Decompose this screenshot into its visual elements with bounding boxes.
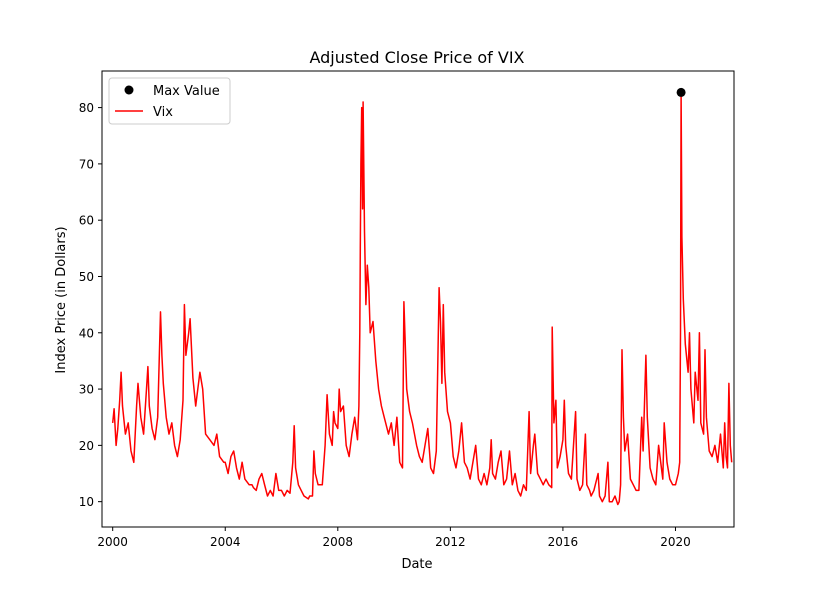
legend: Max Value Vix bbox=[108, 77, 231, 125]
axes: 2000 2004 2008 2012 2016 2020 10 20 30 40 50 60 70 80 bbox=[79, 70, 735, 549]
x-tick-label: 2012 bbox=[435, 535, 466, 549]
legend-max-value-marker bbox=[124, 85, 134, 95]
legend-frame bbox=[108, 77, 231, 125]
y-tick-label: 40 bbox=[79, 326, 94, 340]
y-tick-label: 60 bbox=[79, 214, 94, 228]
y-tick-label: 20 bbox=[79, 439, 94, 453]
legend-max-value-label: Max Value bbox=[153, 84, 220, 99]
x-tick-label: 2016 bbox=[548, 535, 579, 549]
series-line-vix bbox=[111, 91, 733, 506]
chart-title: Adjusted Close Price of VIX bbox=[309, 48, 524, 67]
y-tick-label: 50 bbox=[79, 270, 94, 284]
x-tick-label: 2000 bbox=[97, 535, 128, 549]
x-axis-label: Date bbox=[401, 557, 432, 572]
y-tick-label: 80 bbox=[79, 101, 94, 115]
plot-area bbox=[111, 87, 733, 506]
max-value-point bbox=[676, 87, 686, 97]
y-axis-label: Index Price (in Dollars) bbox=[54, 226, 69, 373]
legend-vix-label: Vix bbox=[153, 105, 173, 120]
y-tick-label: 30 bbox=[79, 383, 94, 397]
y-tick-label: 70 bbox=[79, 157, 94, 171]
x-tick-label: 2008 bbox=[323, 535, 354, 549]
axes-frame bbox=[101, 70, 735, 528]
y-tick-label: 10 bbox=[79, 495, 94, 509]
x-tick-label: 2020 bbox=[660, 535, 691, 549]
x-tick-label: 2004 bbox=[210, 535, 241, 549]
